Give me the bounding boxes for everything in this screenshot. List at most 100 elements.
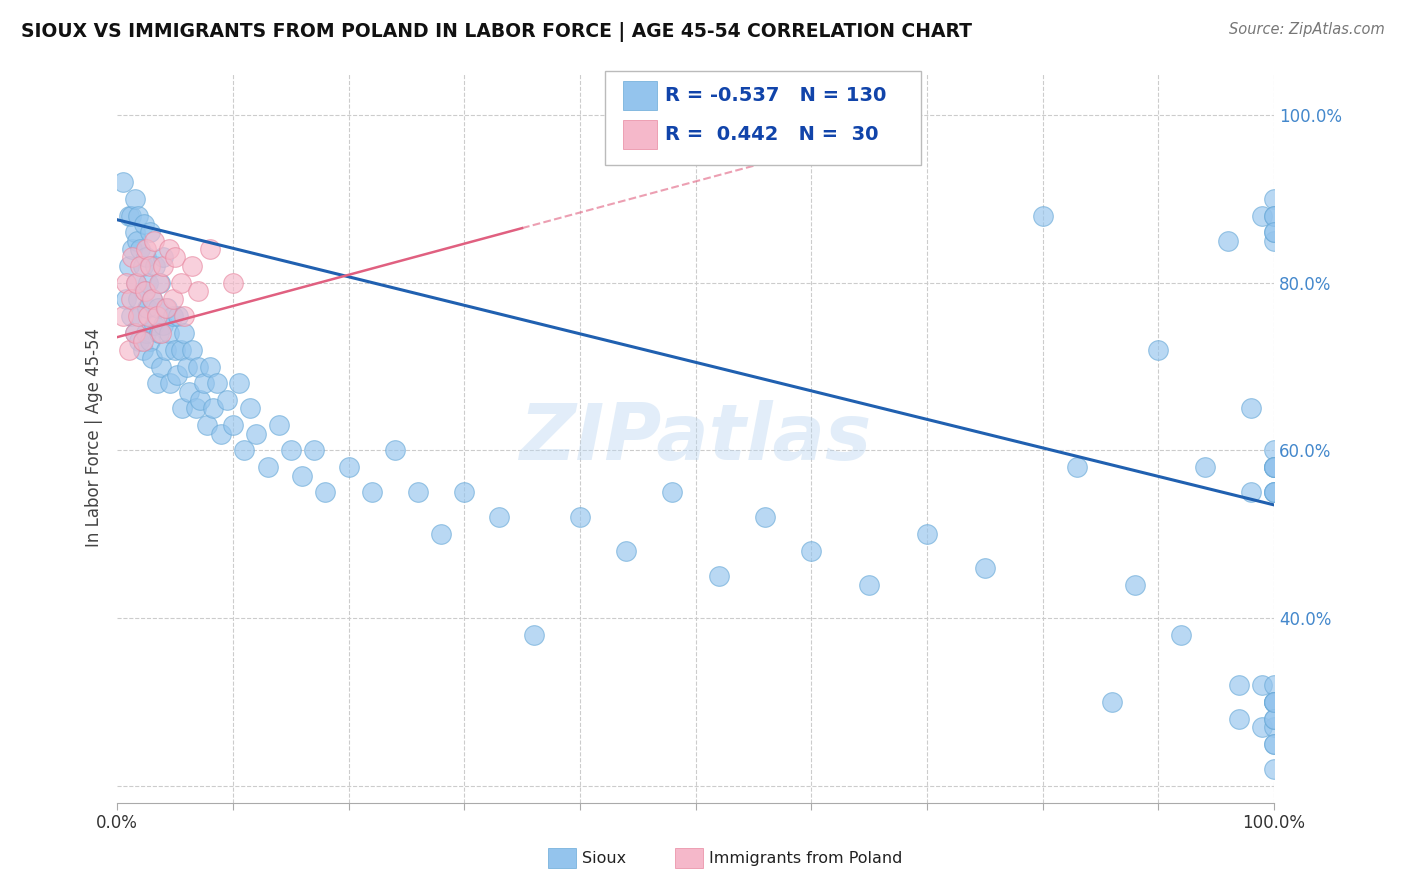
Point (163, 251, 186, 265)
Point (125, 234, 148, 248)
Point (233, 443, 256, 458)
Point (1147, 343, 1170, 357)
Point (1066, 460, 1088, 475)
Point (222, 276, 245, 290)
Point (1263, 737, 1285, 751)
Point (131, 343, 153, 357)
Text: ZIPatlas: ZIPatlas (519, 400, 872, 475)
Point (162, 293, 184, 307)
Point (127, 309, 149, 323)
Point (138, 276, 160, 290)
Point (134, 284, 156, 298)
Point (280, 443, 302, 458)
Point (190, 392, 212, 407)
Point (973, 561, 995, 575)
Point (135, 326, 157, 340)
Point (245, 426, 267, 441)
Point (124, 326, 146, 340)
Point (155, 343, 177, 357)
Point (1263, 720, 1285, 734)
Point (1263, 485, 1285, 500)
Point (800, 544, 823, 558)
Point (124, 326, 146, 340)
Point (314, 485, 336, 500)
Point (1263, 234, 1285, 248)
Point (1263, 209, 1285, 223)
Point (384, 443, 406, 458)
Point (1216, 234, 1239, 248)
Point (915, 527, 938, 541)
Point (1263, 209, 1285, 223)
Point (614, 544, 637, 558)
Point (124, 225, 146, 239)
Point (155, 301, 177, 315)
Point (222, 418, 245, 433)
Point (1263, 737, 1285, 751)
Point (754, 510, 776, 524)
Point (488, 510, 510, 524)
Point (145, 309, 167, 323)
Point (136, 301, 159, 315)
Point (1263, 443, 1285, 458)
Point (115, 276, 138, 290)
Point (1170, 628, 1192, 642)
Text: Sioux: Sioux (582, 851, 626, 865)
Point (135, 251, 157, 265)
Point (146, 301, 169, 315)
Point (707, 569, 730, 583)
Text: SIOUX VS IMMIGRANTS FROM POLAND IN LABOR FORCE | AGE 45-54 CORRELATION CHART: SIOUX VS IMMIGRANTS FROM POLAND IN LABOR… (21, 22, 972, 42)
Point (143, 234, 166, 248)
Point (197, 418, 219, 433)
Y-axis label: In Labor Force | Age 45-54: In Labor Force | Age 45-54 (86, 328, 103, 548)
Point (176, 359, 198, 374)
Point (1227, 678, 1250, 692)
Point (131, 259, 153, 273)
Point (209, 426, 232, 441)
Point (337, 460, 360, 475)
Point (111, 175, 134, 189)
Point (1263, 460, 1285, 475)
Point (115, 293, 138, 307)
Point (1263, 762, 1285, 776)
Point (170, 401, 193, 416)
Point (1240, 401, 1263, 416)
Point (291, 468, 314, 483)
Point (523, 628, 546, 642)
Point (121, 251, 143, 265)
Point (1263, 460, 1285, 475)
Point (157, 326, 180, 340)
Text: Source: ZipAtlas.com: Source: ZipAtlas.com (1229, 22, 1385, 37)
Point (141, 293, 163, 307)
Point (134, 284, 156, 298)
Point (152, 318, 174, 332)
Point (138, 259, 160, 273)
Point (143, 318, 166, 332)
Point (205, 376, 228, 391)
Point (202, 401, 225, 416)
Point (193, 376, 215, 391)
Point (170, 343, 193, 357)
Point (157, 242, 180, 256)
Point (125, 276, 148, 290)
Point (152, 251, 174, 265)
Point (129, 259, 152, 273)
Point (138, 309, 160, 323)
Point (141, 293, 163, 307)
Point (148, 326, 170, 340)
Point (156, 301, 179, 315)
Point (187, 284, 209, 298)
Point (1123, 577, 1146, 591)
Point (1263, 460, 1285, 475)
Point (150, 359, 173, 374)
Point (568, 510, 591, 524)
Point (1263, 678, 1285, 692)
Point (430, 527, 453, 541)
Point (173, 309, 195, 323)
Point (1240, 485, 1263, 500)
Point (1263, 712, 1285, 726)
Point (1263, 485, 1285, 500)
Point (118, 343, 141, 357)
Point (1263, 695, 1285, 709)
Point (198, 359, 221, 374)
Point (131, 334, 153, 349)
